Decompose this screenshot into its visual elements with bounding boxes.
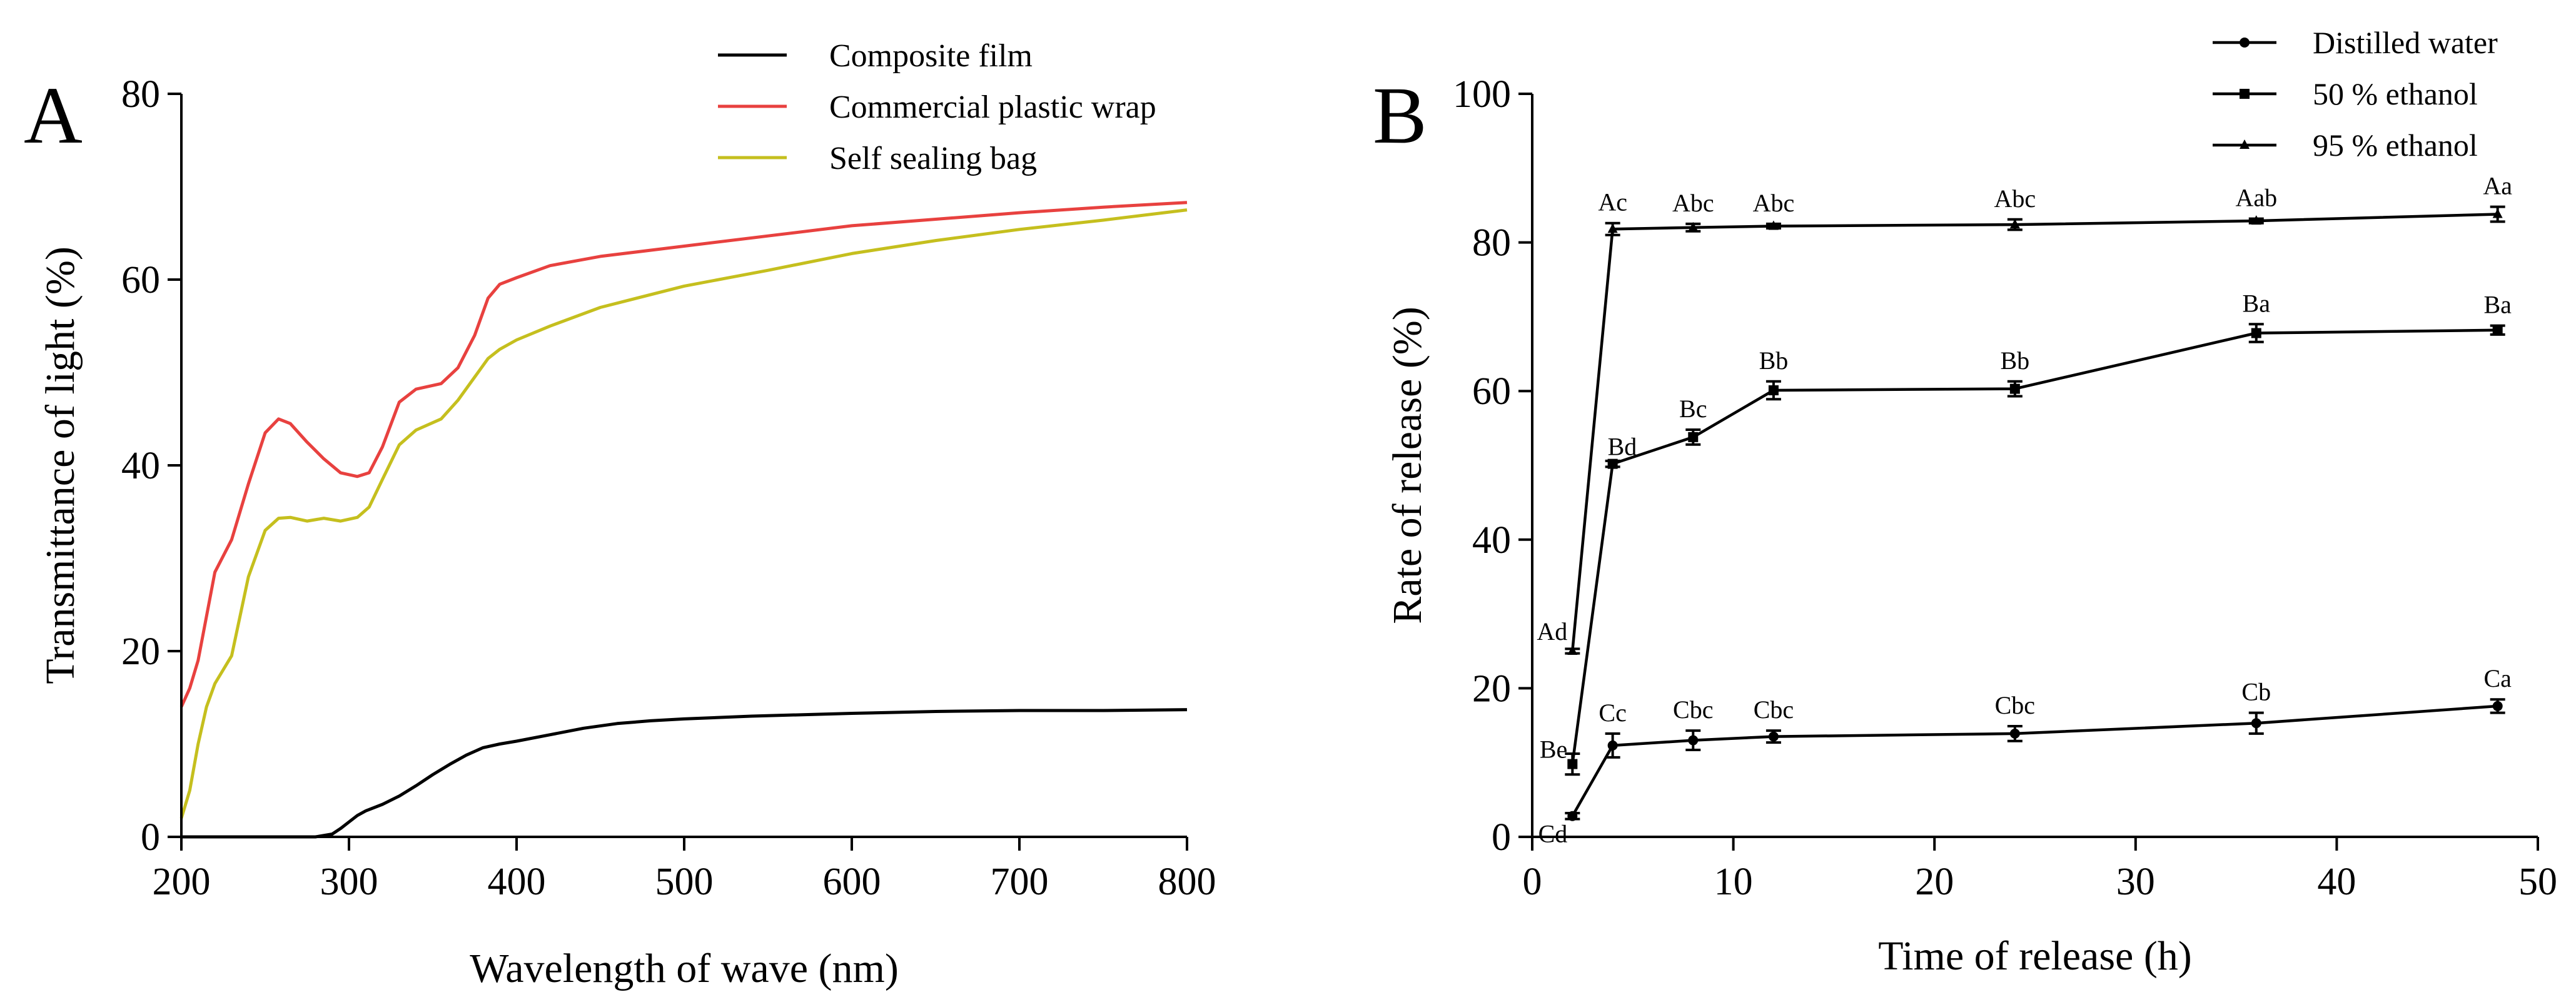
panel-b-x-axis-title: Time of release (h)	[1878, 933, 2192, 979]
panel-a-letter: A	[24, 71, 83, 161]
panel-a-x-tick-label: 700	[991, 861, 1049, 903]
panel-a-x-tick-label: 300	[320, 861, 378, 903]
panel-b-letter: B	[1373, 71, 1427, 161]
panel-a-y-tick-label: 0	[141, 816, 160, 859]
panel-b-annotation-label: Aab	[2235, 184, 2277, 212]
panel-a-x-tick-label: 200	[153, 861, 211, 903]
panel-b-annotation-label: Abc	[1994, 185, 2036, 213]
panel-a-y-axis-title: Transmittance of light (%)	[38, 246, 83, 684]
panel-b-data-point	[2251, 328, 2261, 338]
panel-b-y-tick-label: 0	[1492, 816, 1511, 859]
panel-b-x-tick-label: 40	[2317, 861, 2356, 903]
panel-a-y-tick-label: 80	[121, 73, 160, 116]
panel-b-annotation-label: Abc	[1753, 189, 1795, 217]
panel-b-annotation-label: Abc	[1672, 189, 1714, 217]
panel-a-series-group	[179, 201, 1188, 839]
panel-b-annotation-label: Ad	[1537, 617, 1567, 645]
panel-b-data-point	[2492, 325, 2503, 335]
panel-b-annotation-label: Aa	[2483, 172, 2512, 200]
panel-b-data-point	[2251, 215, 2261, 225]
panel-b-legend: Distilled water 50 % ethanol 95 % ethanol	[2213, 25, 2498, 163]
panel-b-annotation-label: Bb	[2000, 347, 2029, 375]
panel-b-chart: B Cd Cc Cbc Cbc Cbc Cb Ca Be Bd Bc Bb Bb Ba Ba Ad Ac Abc…	[1373, 25, 2557, 979]
panel-a-axes: 200 300 400 500 600 700 800 0 20 40 60 80	[121, 73, 1216, 903]
panel-a-series-line-3	[179, 208, 1188, 819]
panel-b-legend-label-3: 95 % ethanol	[2313, 128, 2478, 163]
panel-b-legend-label-1: Distilled water	[2313, 25, 2498, 60]
panel-b-data-point	[1768, 731, 1779, 742]
panel-a-series-line-2	[179, 201, 1188, 708]
panel-b-data-point	[1567, 645, 1578, 655]
panel-a-y-tick-label: 20	[121, 630, 160, 673]
panel-a-x-tick-label: 500	[655, 861, 714, 903]
panel-b-data-point	[2251, 718, 2261, 729]
panel-b-annotation-label: Ac	[1598, 188, 1627, 216]
panel-b-annotation-label: Bd	[1608, 433, 1637, 461]
panel-a-x-tick-label: 400	[488, 861, 546, 903]
panel-b-legend-marker-2	[2240, 89, 2250, 99]
panel-b-y-tick-label: 40	[1472, 519, 1511, 562]
panel-a-legend-label-1: Composite film	[829, 38, 1033, 74]
panel-b-axes: 0 10 20 30 40 50 0 20 40 60 80 100	[1453, 73, 2557, 903]
panel-b-legend-marker-3	[2240, 139, 2250, 149]
panel-a-y-tick-label: 40	[121, 445, 160, 487]
panel-b-annotation-label: Cd	[1538, 820, 1568, 848]
panel-b-data-point	[1567, 811, 1578, 821]
panel-a-series-line-1	[181, 708, 1188, 839]
panel-b-data-point	[1607, 223, 1618, 233]
panel-a-x-tick-label: 800	[1158, 861, 1216, 903]
panel-b-annotation-label: Bb	[1759, 347, 1789, 375]
panel-b-annotation-label: Bc	[1679, 395, 1707, 423]
panel-b-y-tick-label: 60	[1472, 370, 1511, 413]
panel-b-annotation-label: Ba	[2243, 289, 2271, 317]
panel-b-data-point	[1607, 458, 1618, 469]
panel-b-y-tick-label: 80	[1472, 222, 1511, 265]
panel-b-data-point	[1688, 735, 1699, 746]
panel-a-x-tick-label: 600	[823, 861, 881, 903]
panel-b-annotation-label: Be	[1540, 736, 1567, 764]
panel-b-data-point	[2009, 728, 2020, 739]
panel-a-legend: Composite film Commercial plastic wrap Sel…	[718, 38, 1156, 176]
panel-b-annotation-label: Cbc	[1995, 691, 2035, 719]
panel-b-data-point	[1688, 432, 1699, 442]
panel-b-legend-marker-1	[2240, 38, 2250, 48]
panel-b-x-tick-label: 0	[1523, 861, 1542, 903]
panel-b-series-group: Cd Cc Cbc Cbc Cbc Cb Ca Be Bd Bc Bb Bb Ba Ba Ad Ac Abc Ab…	[1537, 172, 2512, 848]
panel-b-x-tick-label: 50	[2518, 861, 2557, 903]
panel-a-chart: A 200 300 400 500 600 700 800 0 20 40 60 80 Composi…	[24, 38, 1216, 991]
panel-b-x-tick-label: 20	[1915, 861, 1954, 903]
panel-b-annotation-label: Cbc	[1754, 696, 1794, 724]
panel-a-legend-label-3: Self sealing bag	[829, 141, 1037, 176]
panel-a-y-tick-label: 60	[121, 259, 160, 301]
panel-b-x-tick-label: 30	[2116, 861, 2155, 903]
panel-b-y-tick-label: 20	[1472, 667, 1511, 710]
panel-b-annotation-label: Ba	[2483, 291, 2512, 319]
panel-b-data-point	[1768, 385, 1779, 396]
panel-b-data-point	[1567, 759, 1578, 769]
panel-b-legend-label-2: 50 % ethanol	[2313, 76, 2478, 111]
panel-b-annotation-label: Cb	[2241, 678, 2271, 706]
panel-b-data-point	[2492, 701, 2503, 711]
panel-b-data-point	[2492, 208, 2503, 218]
panel-b-annotation-label: Cbc	[1673, 696, 1713, 724]
panel-b-data-point	[2009, 383, 2020, 394]
panel-b-y-tick-label: 100	[1453, 73, 1511, 116]
panel-b-annotation-label: Cc	[1599, 699, 1626, 727]
panel-b-x-tick-label: 10	[1714, 861, 1753, 903]
panel-b-data-point	[1607, 740, 1618, 751]
panel-b-data-point	[2009, 219, 2020, 229]
panel-b-data-point	[1688, 221, 1699, 231]
panel-b-annotation-label: Ca	[2483, 664, 2512, 692]
panel-a-legend-label-2: Commercial plastic wrap	[829, 89, 1156, 125]
panel-b-y-axis-title: Rate of release (%)	[1385, 306, 1430, 624]
panel-b-data-point	[1768, 220, 1779, 230]
panel-a-x-axis-title: Wavelength of wave (nm)	[470, 946, 899, 991]
